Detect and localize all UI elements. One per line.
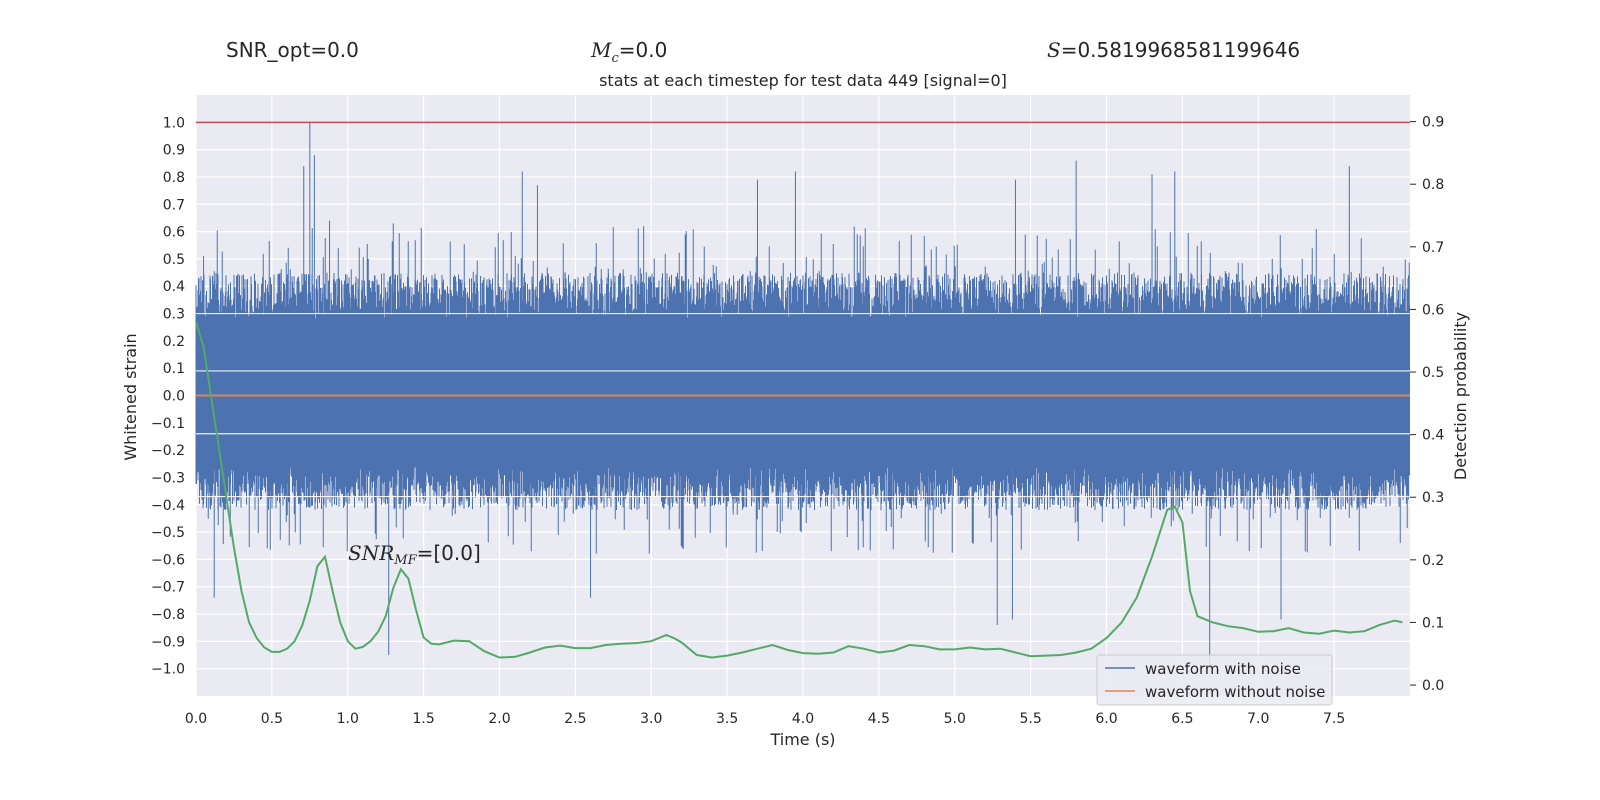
- x-tick-label: 0.0: [185, 711, 207, 727]
- x-tick-label: 6.5: [1171, 711, 1193, 727]
- x-tick-label: 2.0: [488, 711, 510, 727]
- chart-title: stats at each timestep for test data 449…: [599, 71, 1007, 90]
- y-tick-label: −0.8: [151, 607, 185, 623]
- y-tick-label: 0.1: [163, 361, 185, 377]
- x-tick-label: 5.0: [944, 711, 966, 727]
- chirp-mass-value: =0.0: [618, 38, 668, 62]
- y-tick-label: −0.5: [151, 525, 185, 541]
- y-tick-label: −0.6: [151, 552, 185, 568]
- snr-opt-text: SNR_opt=0.0: [226, 38, 359, 62]
- y-tick-label: 0.4: [163, 279, 185, 295]
- y-tick-label: −1.0: [151, 662, 185, 678]
- y-tick-label: 0.9: [163, 143, 185, 159]
- y-tick-label: −0.1: [151, 416, 185, 432]
- snr-mf-annotation: SNRMF=[0.0]: [348, 541, 481, 568]
- snr-mf-sub: MF: [393, 553, 417, 568]
- noise-waveform-series: [195, 122, 1410, 669]
- y2-axis-label: Detection probability: [1451, 312, 1470, 480]
- chirp-mass-stat: Mc=0.0: [591, 38, 667, 66]
- x-tick-label: 6.0: [1095, 711, 1117, 727]
- chirp-mass-subscript: c: [611, 51, 619, 66]
- s-symbol: S: [1047, 38, 1061, 62]
- y2-tick-label: 0.8: [1422, 177, 1444, 193]
- x-tick-label: 0.5: [261, 711, 283, 727]
- y-tick-label: 0.3: [163, 307, 185, 323]
- y-tick-label: 0.5: [163, 252, 185, 268]
- y-tick-label: 0.6: [163, 225, 185, 241]
- s-value: =0.5819968581199646: [1060, 38, 1301, 62]
- y2-tick-label: 0.1: [1422, 615, 1444, 631]
- legend-label-noise: waveform with noise: [1145, 660, 1301, 678]
- x-tick-label: 3.5: [716, 711, 738, 727]
- x-tick-label: 1.0: [337, 711, 359, 727]
- snr-mf-main: SNR: [348, 541, 394, 565]
- y-tick-label: −0.4: [151, 498, 185, 514]
- legend-label-clean: waveform without noise: [1145, 683, 1325, 701]
- y-tick-label: 0.0: [163, 389, 185, 405]
- x-tick-label: 2.5: [564, 711, 586, 727]
- y-tick-label: 1.0: [163, 115, 185, 131]
- y2-tick-label: 0.0: [1422, 678, 1444, 694]
- legend: waveform with noise waveform without noi…: [1096, 654, 1333, 706]
- y-tick-label: 0.8: [163, 170, 185, 186]
- y2-tick-label: 0.3: [1422, 490, 1444, 506]
- y2-tick-label: 0.2: [1422, 553, 1444, 569]
- x-axis-label: Time (s): [769, 730, 835, 749]
- y-tick-label: 0.2: [163, 334, 185, 350]
- x-tick-label: 5.5: [1019, 711, 1041, 727]
- y2-tick-label: 0.6: [1422, 302, 1444, 318]
- y2-tick-label: 0.7: [1422, 240, 1444, 256]
- y2-tick-label: 0.4: [1422, 428, 1444, 444]
- chirp-mass-symbol: M: [591, 38, 612, 62]
- axes: 0.0 0.5 1.0 1.5 2.0 2.5 3.0 3.5 4.0 4.5 5.0 5.5 6.0 6…: [151, 115, 1444, 727]
- x-tick-label: 4.0: [792, 711, 814, 727]
- snr-opt-stat: SNR_opt=0.0: [226, 38, 359, 62]
- x-tick-label: 7.0: [1247, 711, 1269, 727]
- s-stat: S=0.5819968581199646: [1047, 38, 1300, 62]
- snr-mf-rest: =[0.0]: [417, 541, 481, 565]
- legend-box: [1096, 654, 1333, 706]
- x-tick-label: 3.0: [640, 711, 662, 727]
- y-tick-label: −0.3: [151, 470, 185, 486]
- y-tick-label: −0.2: [151, 443, 185, 459]
- x-tick-label: 1.5: [412, 711, 434, 727]
- x-tick-label: 7.5: [1323, 711, 1345, 727]
- y2-tick-label: 0.9: [1422, 115, 1444, 131]
- y-tick-label: −0.7: [151, 580, 185, 596]
- y-axis-label: Whitened strain: [121, 333, 140, 460]
- detection-probability-series: [195, 321, 1403, 659]
- plot-area: [195, 121, 1410, 669]
- y-tick-label: −0.9: [151, 634, 185, 650]
- x-tick-label: 4.5: [868, 711, 890, 727]
- y2-tick-label: 0.5: [1422, 365, 1444, 381]
- y-tick-label: 0.7: [163, 197, 185, 213]
